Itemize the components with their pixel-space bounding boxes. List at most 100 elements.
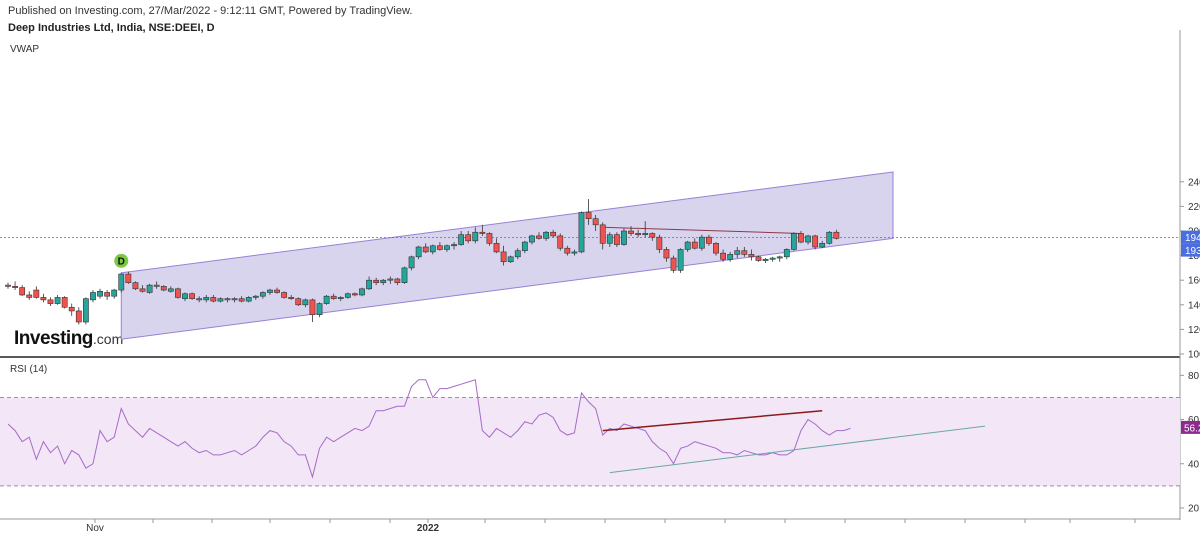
candle-body [819, 243, 826, 248]
candle-body [344, 293, 351, 298]
candle-body [252, 295, 259, 298]
candle-body [691, 241, 698, 249]
candle-body [68, 306, 75, 312]
candle-body [536, 235, 542, 239]
candle-body [578, 212, 585, 253]
candle-body [720, 252, 726, 260]
candle-body [139, 288, 146, 292]
x-tick-label: Nov [86, 523, 104, 534]
candle-body [826, 231, 833, 244]
candle-body [783, 249, 790, 258]
candle-body [401, 267, 408, 283]
rsi-tick-label: 80.0000 [1188, 371, 1200, 382]
candle-body [47, 299, 54, 304]
candle-body [125, 273, 132, 283]
candle-body [415, 246, 422, 258]
candle-body [288, 297, 295, 299]
candle-body [606, 234, 613, 244]
candle-body [359, 288, 365, 296]
candle-body [323, 295, 330, 304]
last-price-badge [1181, 230, 1200, 244]
candle-body [486, 233, 493, 244]
dividend-marker [114, 253, 129, 268]
candle-body [316, 303, 323, 315]
vwap-label: VWAP [10, 44, 40, 55]
candle-body [267, 289, 273, 293]
candle-body [160, 286, 167, 291]
candle-body [54, 297, 61, 304]
price-resistance-line [602, 226, 801, 234]
candle-body [628, 230, 634, 234]
candle-body [394, 278, 401, 283]
candle-body [337, 297, 344, 299]
rsi-label: RSI (14) [10, 364, 48, 375]
candle-body [444, 245, 450, 250]
rsi-tick-label: 20.0000 [1188, 503, 1200, 514]
candle-body [97, 290, 103, 297]
candle-body [352, 293, 358, 296]
candle-body [776, 256, 783, 259]
candle-body [167, 288, 174, 292]
vwap-price-badge [1181, 243, 1200, 257]
candle-body [436, 245, 443, 250]
price-tick-label: 220.00 [1188, 202, 1200, 213]
candle-body [521, 241, 528, 251]
rsi-resistance-line [602, 409, 823, 432]
candle-body [698, 236, 705, 249]
candle-body [19, 287, 26, 296]
investing-logo: Investing.com [14, 328, 124, 349]
candle-body [635, 233, 642, 235]
candle-body [592, 218, 599, 226]
candle-body [458, 234, 465, 245]
candle-body [422, 246, 429, 253]
candle-body [309, 299, 316, 315]
dividend-marker-label: D [118, 256, 125, 267]
candle-body [61, 297, 68, 308]
rsi-support-line [609, 425, 986, 474]
candle-body [153, 284, 160, 287]
candle-body [507, 256, 514, 263]
candle-body [217, 298, 224, 302]
price-tick-label: 120.00 [1188, 325, 1200, 336]
candle-body [189, 293, 195, 299]
candle-body [465, 234, 472, 242]
candle-body [713, 243, 719, 254]
candle-body [238, 298, 245, 302]
candle-body [146, 284, 153, 293]
candle-body [75, 310, 82, 323]
candle-body [656, 236, 663, 250]
candle-body [677, 249, 684, 271]
candle-body [812, 235, 819, 248]
candle-body [557, 235, 564, 249]
candle-body [564, 247, 571, 254]
rsi-tick-label: 40.0000 [1188, 459, 1200, 470]
candle-body [451, 244, 457, 247]
published-caption: Published on Investing.com, 27/Mar/2022 … [8, 5, 413, 17]
regression-channel [120, 171, 894, 340]
candle-body [40, 297, 47, 301]
candle-body [613, 234, 620, 245]
candle-body [203, 297, 210, 301]
candle-body [104, 292, 111, 297]
candle-body [380, 279, 387, 283]
candle-body [245, 297, 252, 302]
candle-body [224, 298, 231, 301]
rsi-tick-label: 60.0000 [1188, 415, 1200, 426]
candle-body [132, 282, 139, 290]
candle-body [599, 224, 606, 244]
candle-body [472, 231, 479, 242]
candle-body [550, 231, 557, 237]
candle-body [330, 295, 337, 299]
candle-body [366, 279, 372, 290]
candle-body [12, 286, 18, 288]
rsi-band [0, 397, 1180, 486]
candle-body [741, 250, 748, 255]
candle-body [833, 231, 840, 239]
candle-body [500, 251, 507, 263]
candle-body [429, 245, 436, 253]
candle-body [90, 292, 96, 301]
candle-body [769, 257, 776, 260]
candle-body [493, 243, 500, 253]
candle-body [26, 294, 33, 298]
